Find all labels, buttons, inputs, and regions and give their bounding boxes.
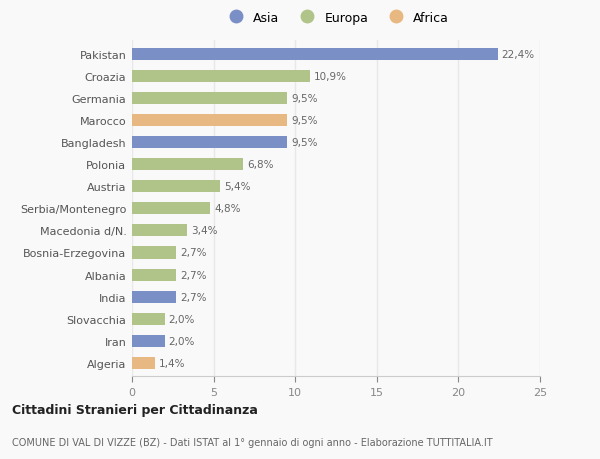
Legend: Asia, Europa, Africa: Asia, Europa, Africa xyxy=(219,8,453,28)
Bar xyxy=(132,181,220,193)
Bar xyxy=(132,357,155,369)
Text: 3,4%: 3,4% xyxy=(191,226,218,236)
Text: 9,5%: 9,5% xyxy=(291,138,317,148)
Bar xyxy=(132,137,287,149)
Bar xyxy=(132,225,187,237)
Bar xyxy=(132,335,164,347)
Text: 9,5%: 9,5% xyxy=(291,116,317,126)
Text: 2,0%: 2,0% xyxy=(169,336,195,346)
Bar xyxy=(132,203,211,215)
Text: 5,4%: 5,4% xyxy=(224,182,251,192)
Text: 22,4%: 22,4% xyxy=(502,50,535,60)
Text: COMUNE DI VAL DI VIZZE (BZ) - Dati ISTAT al 1° gennaio di ogni anno - Elaborazio: COMUNE DI VAL DI VIZZE (BZ) - Dati ISTAT… xyxy=(12,437,493,447)
Text: 10,9%: 10,9% xyxy=(314,72,347,82)
Bar xyxy=(132,291,176,303)
Bar xyxy=(132,115,287,127)
Text: Cittadini Stranieri per Cittadinanza: Cittadini Stranieri per Cittadinanza xyxy=(12,403,258,416)
Text: 2,7%: 2,7% xyxy=(180,270,206,280)
Bar xyxy=(132,313,164,325)
Text: 9,5%: 9,5% xyxy=(291,94,317,104)
Bar xyxy=(132,49,497,61)
Text: 2,0%: 2,0% xyxy=(169,314,195,324)
Text: 1,4%: 1,4% xyxy=(159,358,185,368)
Text: 2,7%: 2,7% xyxy=(180,292,206,302)
Bar xyxy=(132,159,243,171)
Text: 2,7%: 2,7% xyxy=(180,248,206,258)
Bar xyxy=(132,93,287,105)
Text: 4,8%: 4,8% xyxy=(214,204,241,214)
Bar xyxy=(132,71,310,83)
Bar xyxy=(132,269,176,281)
Bar xyxy=(132,247,176,259)
Text: 6,8%: 6,8% xyxy=(247,160,274,170)
